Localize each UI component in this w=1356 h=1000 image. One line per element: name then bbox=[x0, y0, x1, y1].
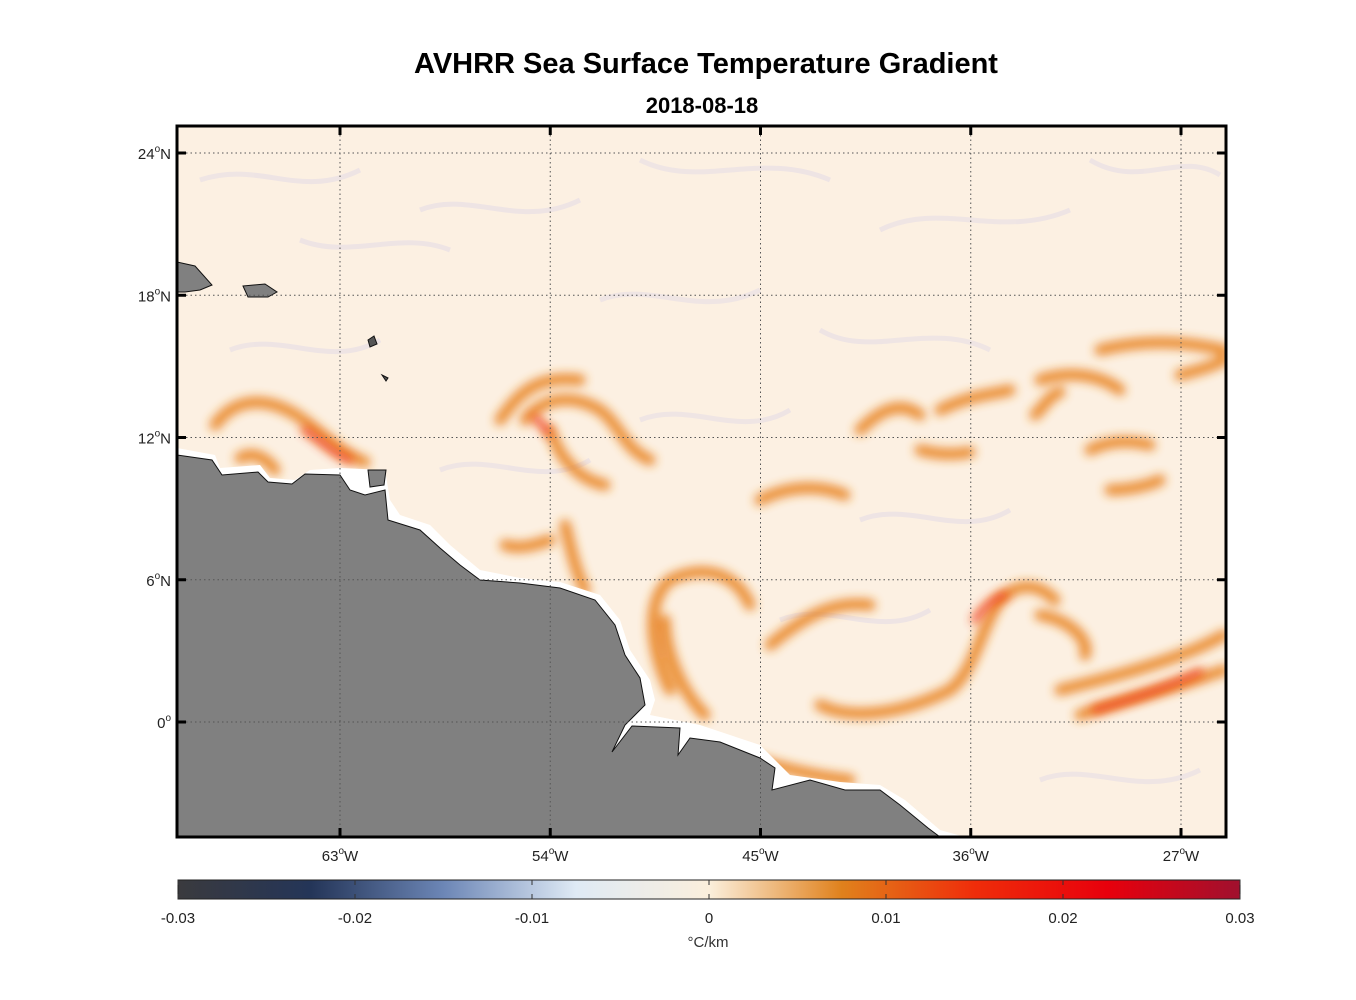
lat-label-number: 12 bbox=[138, 431, 155, 448]
lat-label: 12oN bbox=[138, 429, 171, 448]
lon-label-hemisphere: W bbox=[765, 848, 780, 865]
colorbar-tick-label: 0.01 bbox=[871, 910, 900, 927]
lon-label-hemisphere: W bbox=[554, 848, 569, 865]
colorbar-tick-label: 0 bbox=[705, 910, 713, 927]
map-title: AVHRR Sea Surface Temperature Gradient bbox=[414, 48, 998, 80]
degree-symbol: o bbox=[1179, 846, 1185, 857]
colorbar-tick-label: 0.03 bbox=[1225, 910, 1254, 927]
degree-symbol: o bbox=[155, 286, 161, 297]
lon-label-number: 36 bbox=[953, 848, 970, 865]
lon-label-number: 45 bbox=[742, 848, 759, 865]
land bbox=[177, 261, 965, 837]
lon-label-hemisphere: W bbox=[1185, 848, 1200, 865]
gradient-fronts bbox=[209, 337, 1226, 786]
map-subtitle: 2018-08-18 bbox=[645, 93, 759, 118]
lon-label-hemisphere: W bbox=[344, 848, 359, 865]
lat-label-hemisphere: N bbox=[160, 573, 171, 590]
degree-symbol: o bbox=[969, 846, 975, 857]
colorbar-tick-label: -0.03 bbox=[161, 910, 195, 927]
degree-symbol: o bbox=[759, 846, 765, 857]
colorbar-units: °C/km bbox=[687, 934, 729, 951]
graticule bbox=[177, 126, 1226, 837]
frame-ticks bbox=[177, 126, 1226, 837]
lat-label-hemisphere: N bbox=[160, 146, 171, 163]
map-frame bbox=[175, 124, 1228, 839]
map-panel bbox=[177, 126, 1226, 837]
lon-label-number: 63 bbox=[322, 848, 339, 865]
degree-symbol: o bbox=[165, 713, 171, 724]
lon-label-number: 27 bbox=[1163, 848, 1180, 865]
lat-label-hemisphere: N bbox=[160, 431, 171, 448]
degree-symbol: o bbox=[155, 144, 161, 155]
lon-label: 27oW bbox=[1163, 846, 1200, 865]
degree-symbol: o bbox=[155, 571, 161, 582]
lon-label-number: 54 bbox=[532, 848, 549, 865]
lat-label-number: 24 bbox=[138, 146, 155, 163]
lat-label: 0o bbox=[157, 713, 171, 732]
lat-label: 6oN bbox=[146, 571, 171, 590]
degree-symbol: o bbox=[338, 846, 344, 857]
lon-label: 36oW bbox=[953, 846, 990, 865]
longitude-labels: 63oW 54oW 45oW 36oW 27oW bbox=[322, 846, 1200, 865]
degree-symbol: o bbox=[155, 429, 161, 440]
colorbar-ticks: -0.03 -0.02 -0.01 0 0.01 0.02 0.03 bbox=[161, 880, 1255, 927]
lat-label-number: 18 bbox=[138, 288, 155, 305]
lon-label: 54oW bbox=[532, 846, 569, 865]
lat-label-hemisphere: N bbox=[160, 288, 171, 305]
lat-label-number: 0 bbox=[157, 715, 165, 732]
lat-label: 24oN bbox=[138, 144, 171, 163]
lat-label: 18oN bbox=[138, 286, 171, 305]
lon-label: 45oW bbox=[742, 846, 779, 865]
lat-label-number: 6 bbox=[146, 573, 154, 590]
lon-label: 63oW bbox=[322, 846, 359, 865]
lon-label-hemisphere: W bbox=[975, 848, 990, 865]
degree-symbol: o bbox=[549, 846, 555, 857]
colorbar-tick-label: 0.02 bbox=[1048, 910, 1077, 927]
colorbar-tick-label: -0.02 bbox=[338, 910, 372, 927]
colorbar-tick-label: -0.01 bbox=[515, 910, 549, 927]
